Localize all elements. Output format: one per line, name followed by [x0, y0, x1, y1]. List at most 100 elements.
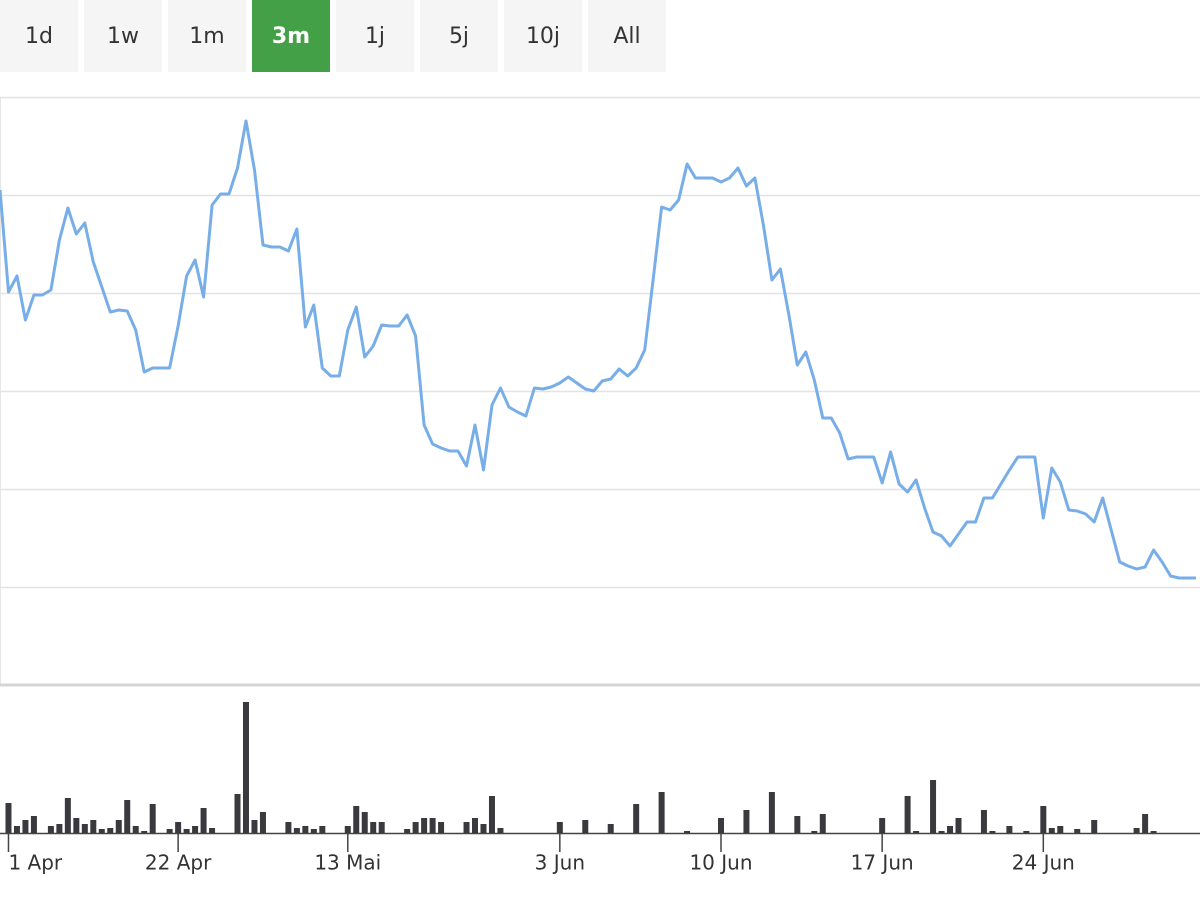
range-button-label[interactable]: All — [613, 24, 640, 49]
volume-bar — [438, 822, 445, 833]
volume-bar — [209, 828, 216, 833]
volume-bar — [200, 808, 207, 833]
volume-bar — [794, 816, 801, 833]
volume-bar — [183, 829, 190, 833]
volume-bar — [242, 702, 249, 833]
volume-bar — [378, 822, 385, 833]
range-button[interactable] — [420, 0, 498, 72]
x-tick-label: 10 Jun — [689, 851, 752, 875]
x-tick-label: 24 Jun — [1012, 851, 1075, 875]
volume-bar — [234, 794, 241, 833]
volume-bar — [404, 829, 411, 833]
volume-bar — [879, 818, 886, 833]
volume-bar — [955, 818, 962, 833]
volume-bar — [1048, 828, 1055, 833]
volume-bar — [64, 798, 71, 833]
volume-bar — [293, 828, 300, 833]
volume-bar — [47, 826, 54, 833]
volume-bar — [30, 816, 37, 833]
range-button-label[interactable]: 1d — [25, 24, 53, 49]
volume-bar — [149, 804, 156, 833]
volume-bar — [989, 831, 996, 833]
volume-bar — [1023, 831, 1030, 833]
range-button[interactable] — [168, 0, 246, 72]
volume-bar — [1006, 826, 1013, 833]
x-tick-label: 3 Jun — [535, 851, 585, 875]
volume-bar — [5, 803, 12, 833]
volume-bar — [1057, 826, 1064, 833]
volume-bar — [310, 829, 317, 833]
volume-bar — [811, 831, 818, 833]
volume-bar — [370, 822, 377, 833]
range-button-label[interactable]: 1m — [189, 24, 224, 49]
volume-bar — [1142, 814, 1149, 833]
volume-bar — [472, 818, 479, 833]
range-button[interactable] — [336, 0, 414, 72]
volume-bar — [90, 820, 97, 833]
volume-bar — [633, 804, 640, 833]
volume-bar — [132, 826, 139, 833]
x-tick-label: 22 Apr — [145, 851, 212, 875]
volume-bar — [913, 831, 920, 833]
x-tick-label: 13 Mai — [314, 851, 381, 875]
range-button-label[interactable]: 1w — [107, 24, 139, 49]
volume-bar — [81, 824, 88, 833]
volume-bar — [930, 780, 937, 833]
volume-bar — [421, 818, 428, 833]
volume-bar — [463, 822, 470, 833]
range-button[interactable] — [84, 0, 162, 72]
volume-bar — [607, 824, 614, 833]
x-tick-label: 17 Jun — [851, 851, 914, 875]
range-button[interactable] — [252, 0, 330, 72]
volume-bar — [1040, 806, 1047, 833]
range-button[interactable] — [504, 0, 582, 72]
volume-bar — [743, 810, 750, 833]
volume-bar — [192, 826, 199, 833]
volume-bar — [13, 826, 20, 833]
range-button-label[interactable]: 3m — [272, 24, 310, 49]
volume-bar — [302, 826, 309, 833]
volume-bar — [947, 826, 954, 833]
range-button[interactable] — [0, 0, 78, 72]
price-line — [0, 119, 1196, 580]
volume-bar — [717, 818, 724, 833]
range-button-label[interactable]: 1j — [365, 24, 385, 49]
volume-bar — [319, 826, 326, 833]
volume-bar — [819, 814, 826, 833]
x-tick-label: 1 Apr — [8, 851, 62, 875]
volume-bar — [556, 822, 563, 833]
volume-bar — [56, 824, 63, 833]
volume-bar — [412, 822, 419, 833]
volume-bar — [141, 831, 148, 833]
volume-bar — [904, 796, 911, 833]
range-button-label[interactable]: 5j — [449, 24, 469, 49]
range-button[interactable] — [588, 0, 666, 72]
volume-bar — [768, 792, 775, 833]
volume-bar — [344, 826, 351, 833]
volume-bar — [1133, 828, 1140, 833]
volume-bar — [175, 822, 182, 833]
volume-bar — [938, 831, 945, 833]
volume-bar — [124, 800, 131, 833]
volume-bar — [658, 792, 665, 833]
volume-bar — [98, 829, 105, 833]
volume-bar — [1091, 820, 1098, 833]
volume-bar — [429, 818, 436, 833]
volume-bar — [115, 820, 122, 833]
volume-bar — [582, 820, 589, 833]
volume-bar — [684, 831, 691, 833]
volume-bar — [361, 812, 368, 833]
volume-bar — [488, 796, 495, 833]
volume-bar — [259, 812, 266, 833]
volume-bar — [1074, 829, 1081, 833]
volume-bar — [480, 824, 487, 833]
volume-bar — [166, 829, 173, 833]
volume-bar — [285, 822, 292, 833]
range-button-label[interactable]: 10j — [526, 24, 560, 49]
volume-bar — [73, 818, 80, 833]
volume-bar — [1150, 831, 1157, 833]
volume-bar — [22, 820, 29, 833]
volume-bar — [497, 828, 504, 833]
